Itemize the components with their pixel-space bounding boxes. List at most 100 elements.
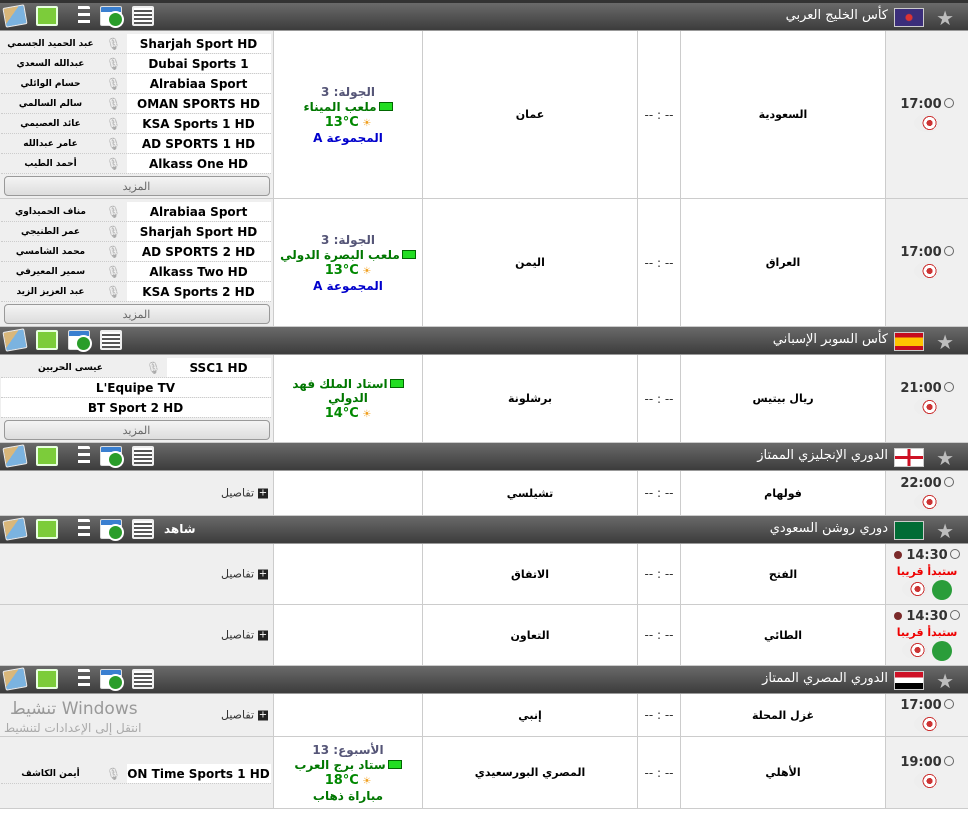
channel-row[interactable]: عائد العصيمي 🎙 KSA Sports 1 HD: [0, 114, 271, 134]
map-icon[interactable]: [2, 4, 28, 28]
match-score[interactable]: -- : --: [637, 199, 680, 326]
league-name[interactable]: الدوري المصري الممتاز: [762, 671, 888, 686]
channel-name[interactable]: Dubai Sports 1: [126, 54, 271, 73]
table-icon[interactable]: [100, 330, 122, 350]
table-icon[interactable]: [132, 669, 154, 689]
home-team[interactable]: غزل المحلة: [680, 694, 885, 736]
channel-name[interactable]: Alrabiaa Sport: [126, 202, 271, 221]
away-team[interactable]: برشلونة: [422, 355, 637, 442]
field-icon[interactable]: [36, 519, 58, 539]
league-name[interactable]: الدوري الإنجليزي الممتاز: [757, 448, 888, 463]
channel-name[interactable]: Alrabiaa Sport: [126, 74, 271, 93]
channel-name[interactable]: KSA Sports 1 HD: [126, 114, 271, 133]
away-team[interactable]: تشيلسي: [422, 471, 637, 515]
away-team[interactable]: المصري البورسعيدي: [422, 737, 637, 808]
league-name[interactable]: كأس الخليج العربي: [785, 8, 888, 23]
favorite-star-icon[interactable]: ★: [936, 446, 954, 470]
match-score[interactable]: -- : --: [637, 694, 680, 736]
standings-icon[interactable]: [68, 669, 90, 689]
league-name[interactable]: كأس السوبر الإسباني: [772, 332, 888, 347]
details-toggle[interactable]: + تفاصيل: [221, 709, 268, 722]
field-icon[interactable]: [36, 446, 58, 466]
ball-icon[interactable]: [914, 714, 940, 733]
channel-name[interactable]: Alkass One HD: [126, 154, 271, 173]
home-team[interactable]: فولهام: [680, 471, 885, 515]
match-score[interactable]: -- : --: [637, 355, 680, 442]
match-score[interactable]: -- : --: [637, 471, 680, 515]
channel-name[interactable]: OMAN SPORTS HD: [126, 94, 271, 113]
channel-name[interactable]: Sharjah Sport HD: [126, 34, 271, 53]
home-team[interactable]: الفتح: [680, 544, 885, 604]
more-channels-button[interactable]: المزيد: [3, 304, 270, 324]
calendar-icon[interactable]: [68, 330, 92, 352]
details-toggle[interactable]: + تفاصيل: [221, 629, 268, 642]
channel-name[interactable]: BT Sport 2 HD: [0, 398, 271, 417]
away-team[interactable]: التعاون: [422, 605, 637, 665]
ball-icon[interactable]: [902, 641, 928, 659]
away-team[interactable]: اليمن: [422, 199, 637, 326]
details-label[interactable]: تفاصيل: [221, 486, 254, 500]
home-team[interactable]: ريال بيتيس: [680, 355, 885, 442]
channel-name[interactable]: KSA Sports 2 HD: [126, 282, 271, 301]
pitch-icon[interactable]: [932, 580, 952, 600]
more-channels-button[interactable]: المزيد: [3, 420, 270, 440]
away-team[interactable]: الاتفاق: [422, 544, 637, 604]
standings-icon[interactable]: [68, 446, 90, 466]
field-icon[interactable]: [36, 330, 58, 350]
away-team[interactable]: إنبي: [422, 694, 637, 736]
channel-row[interactable]: عامر عبدالله 🎙 AD SPORTS 1 HD: [0, 134, 271, 154]
home-team[interactable]: الطائي: [680, 605, 885, 665]
calendar-icon[interactable]: [100, 669, 124, 691]
favorite-star-icon[interactable]: ★: [936, 519, 954, 543]
channel-name[interactable]: AD SPORTS 1 HD: [126, 134, 271, 153]
plus-icon[interactable]: +: [258, 709, 268, 720]
ball-icon[interactable]: [902, 580, 928, 598]
map-icon[interactable]: [2, 328, 28, 352]
channel-row[interactable]: مناف الحميداوي 🎙 Alrabiaa Sport: [0, 202, 271, 222]
details-label[interactable]: تفاصيل: [221, 708, 254, 722]
plus-icon[interactable]: +: [258, 487, 268, 498]
calendar-icon[interactable]: [100, 6, 124, 28]
map-icon[interactable]: [2, 517, 28, 541]
favorite-star-icon[interactable]: ★: [936, 669, 954, 693]
channel-row[interactable]: أيمن الكاشف 🎙 ON Time Sports 1 HD: [0, 764, 271, 784]
home-team[interactable]: العراق: [680, 199, 885, 326]
favorite-star-icon[interactable]: ★: [936, 330, 954, 354]
ball-icon[interactable]: [914, 398, 940, 416]
channel-row[interactable]: عبد العزيز الزيد 🎙 KSA Sports 2 HD: [0, 282, 271, 302]
match-score[interactable]: -- : --: [637, 544, 680, 604]
favorite-star-icon[interactable]: ★: [936, 6, 954, 30]
more-channels-button[interactable]: المزيد: [3, 176, 270, 196]
ball-icon[interactable]: [914, 262, 940, 280]
home-team[interactable]: السعودية: [680, 31, 885, 198]
channel-row[interactable]: أحمد الطيب 🎙 Alkass One HD: [0, 154, 271, 174]
table-icon[interactable]: [132, 519, 154, 539]
plus-icon[interactable]: +: [258, 568, 268, 579]
channel-row[interactable]: محمد الشامسي 🎙 AD SPORTS 2 HD: [0, 242, 271, 262]
ball-icon[interactable]: [914, 114, 940, 132]
channel-name[interactable]: Sharjah Sport HD: [126, 222, 271, 241]
channel-row[interactable]: حسام الوائلي 🎙 Alrabiaa Sport: [0, 74, 271, 94]
channel-row[interactable]: سمير المعيرفي 🎙 Alkass Two HD: [0, 262, 271, 282]
calendar-icon[interactable]: [100, 446, 124, 468]
calendar-icon[interactable]: [100, 519, 124, 541]
home-team[interactable]: الأهلي: [680, 737, 885, 808]
channel-row[interactable]: عيسى الحربين 🎙 SSC1 HD: [0, 358, 271, 378]
away-team[interactable]: عمان: [422, 31, 637, 198]
details-toggle[interactable]: + تفاصيل: [221, 568, 268, 581]
field-icon[interactable]: [36, 669, 58, 689]
channel-row[interactable]: عبدالله السعدي 🎙 Dubai Sports 1: [0, 54, 271, 74]
channel-name[interactable]: L'Equipe TV: [0, 378, 271, 397]
match-score[interactable]: -- : --: [637, 31, 680, 198]
field-icon[interactable]: [36, 6, 58, 26]
plus-icon[interactable]: +: [258, 629, 268, 640]
details-toggle[interactable]: + تفاصيل: [221, 487, 268, 500]
channel-row[interactable]: سالم السالمي 🎙 OMAN SPORTS HD: [0, 94, 271, 114]
channel-name[interactable]: ON Time Sports 1 HD: [126, 764, 271, 783]
match-score[interactable]: -- : --: [637, 737, 680, 808]
ball-icon[interactable]: [914, 772, 940, 790]
standings-icon[interactable]: [68, 6, 90, 26]
details-label[interactable]: تفاصيل: [221, 628, 254, 642]
channel-name[interactable]: AD SPORTS 2 HD: [126, 242, 271, 261]
channel-row[interactable]: L'Equipe TV: [0, 378, 271, 398]
